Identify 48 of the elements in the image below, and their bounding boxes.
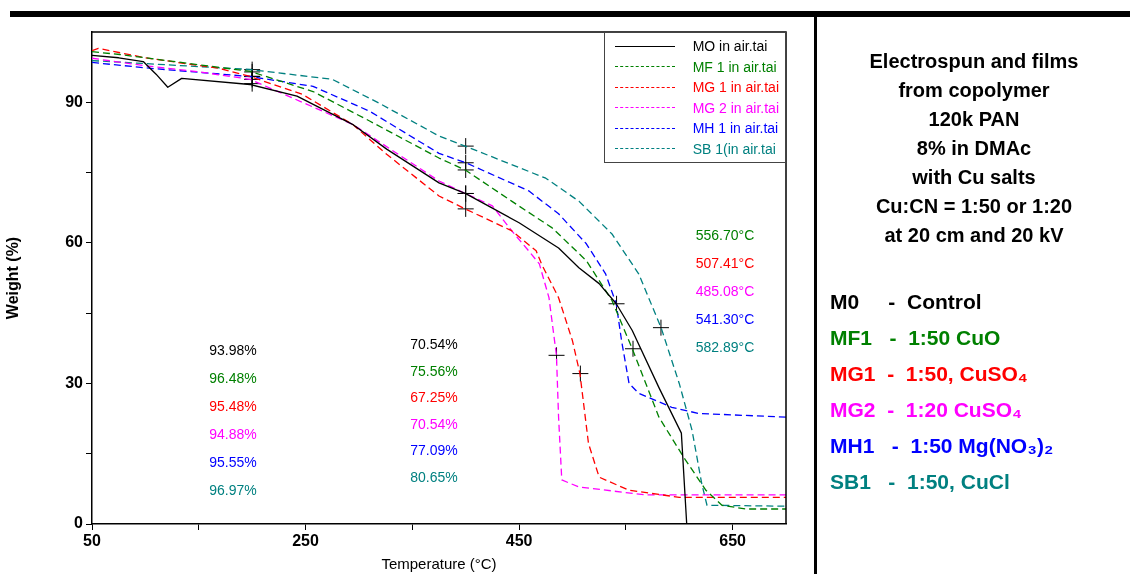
annotation: 75.56% xyxy=(410,362,458,379)
annotation: 94.88% xyxy=(209,426,257,442)
text: MH1 - 1:50 Mg(NO₃)₂ xyxy=(830,434,1055,459)
x-tick-label: 650 xyxy=(719,532,747,550)
annotation: 556.70°C xyxy=(695,227,755,243)
text: SB1 - 1:50, CuCl xyxy=(830,470,1011,495)
legend-label: MF 1 in air.tai xyxy=(692,58,777,75)
annotation: 96.97% xyxy=(209,482,257,498)
y-axis-title: Weight (%) xyxy=(4,236,22,320)
legend-label: SB 1(in air.tai xyxy=(692,140,776,157)
legend-label: MG 2 in air.tai xyxy=(692,99,779,116)
point xyxy=(571,365,589,383)
annotation: 95.48% xyxy=(209,398,257,414)
annotation: 541.30°C xyxy=(695,311,755,327)
legend-label: MG 1 in air.tai xyxy=(692,79,779,96)
point xyxy=(457,137,475,155)
annotation: 67.25% xyxy=(410,389,458,405)
point xyxy=(624,340,642,358)
annotation: 485.08°C xyxy=(695,283,755,299)
point xyxy=(457,200,475,218)
legend-label: MO in air.tai xyxy=(692,38,768,55)
annotation: 93.98% xyxy=(209,342,257,358)
x-tick-label: 50 xyxy=(83,532,101,550)
text: MG2 - 1:20 CuSO₄ xyxy=(830,398,1024,423)
legend-label: MH 1 in air.tai xyxy=(692,120,779,137)
x-tick-label: 450 xyxy=(505,532,533,550)
annotation: 80.65% xyxy=(410,468,458,485)
point xyxy=(652,319,670,337)
x-axis-title: Temperature (°C) xyxy=(381,555,497,573)
annotation: 582.89°C xyxy=(695,339,755,355)
line-series xyxy=(92,61,786,418)
annotation: 77.09% xyxy=(410,442,458,458)
point xyxy=(608,295,626,313)
text: Electrospun and films from copolymer 120k PAN 8% in DMAc with Cu salts Cu:CN = 1:50 or 1:20 at 20 cm and 20 kV xyxy=(868,49,1080,248)
y-tick-label: 30 xyxy=(65,373,84,391)
y-tick-label: 60 xyxy=(65,233,84,251)
point xyxy=(457,154,475,172)
annotation: 70.54% xyxy=(410,336,458,352)
annotation: 70.54% xyxy=(410,415,458,432)
text: M0 - Control xyxy=(830,290,983,315)
annotation: 95.55% xyxy=(209,454,257,470)
y-tick-label: 0 xyxy=(74,514,84,532)
y-tick-label: 90 xyxy=(65,92,84,110)
x-tick-label: 250 xyxy=(292,532,319,550)
annotation: 96.48% xyxy=(209,370,257,386)
text: MG1 - 1:50, CuSO₄ xyxy=(830,362,1029,387)
annotation: 507.41°C xyxy=(695,255,755,271)
text: MF1 - 1:50 CuO xyxy=(830,326,1002,351)
